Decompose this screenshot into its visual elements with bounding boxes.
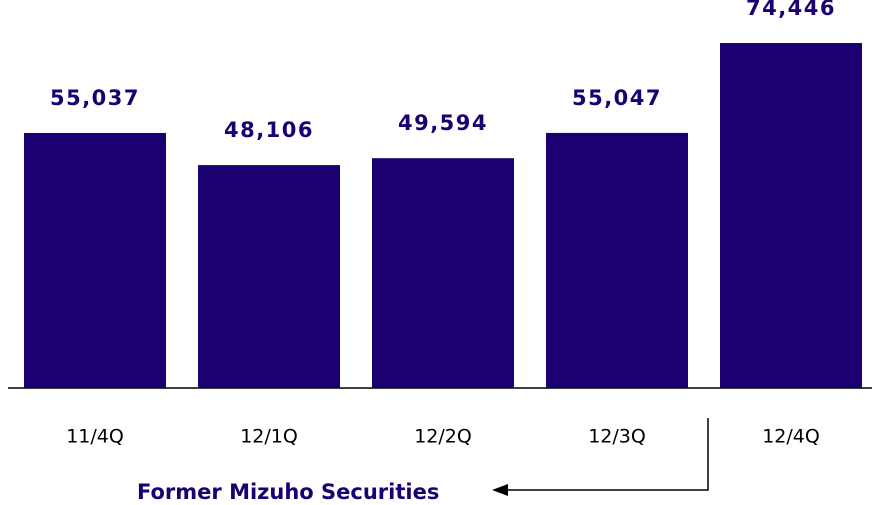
- x-tick-label: 12/2Q: [414, 426, 472, 448]
- annotation: Former Mizuho Securities: [137, 480, 439, 504]
- bar: [720, 43, 862, 388]
- bar: [372, 158, 514, 388]
- arrow-head: [492, 484, 508, 496]
- value-label: 49,594: [398, 111, 488, 135]
- bar: [24, 132, 166, 388]
- x-tick-label: 12/3Q: [588, 426, 646, 448]
- value-label: 48,106: [224, 118, 314, 142]
- value-label: 55,047: [572, 86, 662, 110]
- annotation-arrow: [506, 418, 709, 491]
- value-label: 74,446: [746, 0, 836, 20]
- x-tick-label: 11/4Q: [66, 426, 124, 448]
- bar: [198, 165, 340, 388]
- bar: [546, 132, 688, 388]
- x-tick-label: 12/4Q: [762, 426, 820, 448]
- x-tick-label: 12/1Q: [240, 426, 298, 448]
- value-label: 55,037: [50, 86, 140, 110]
